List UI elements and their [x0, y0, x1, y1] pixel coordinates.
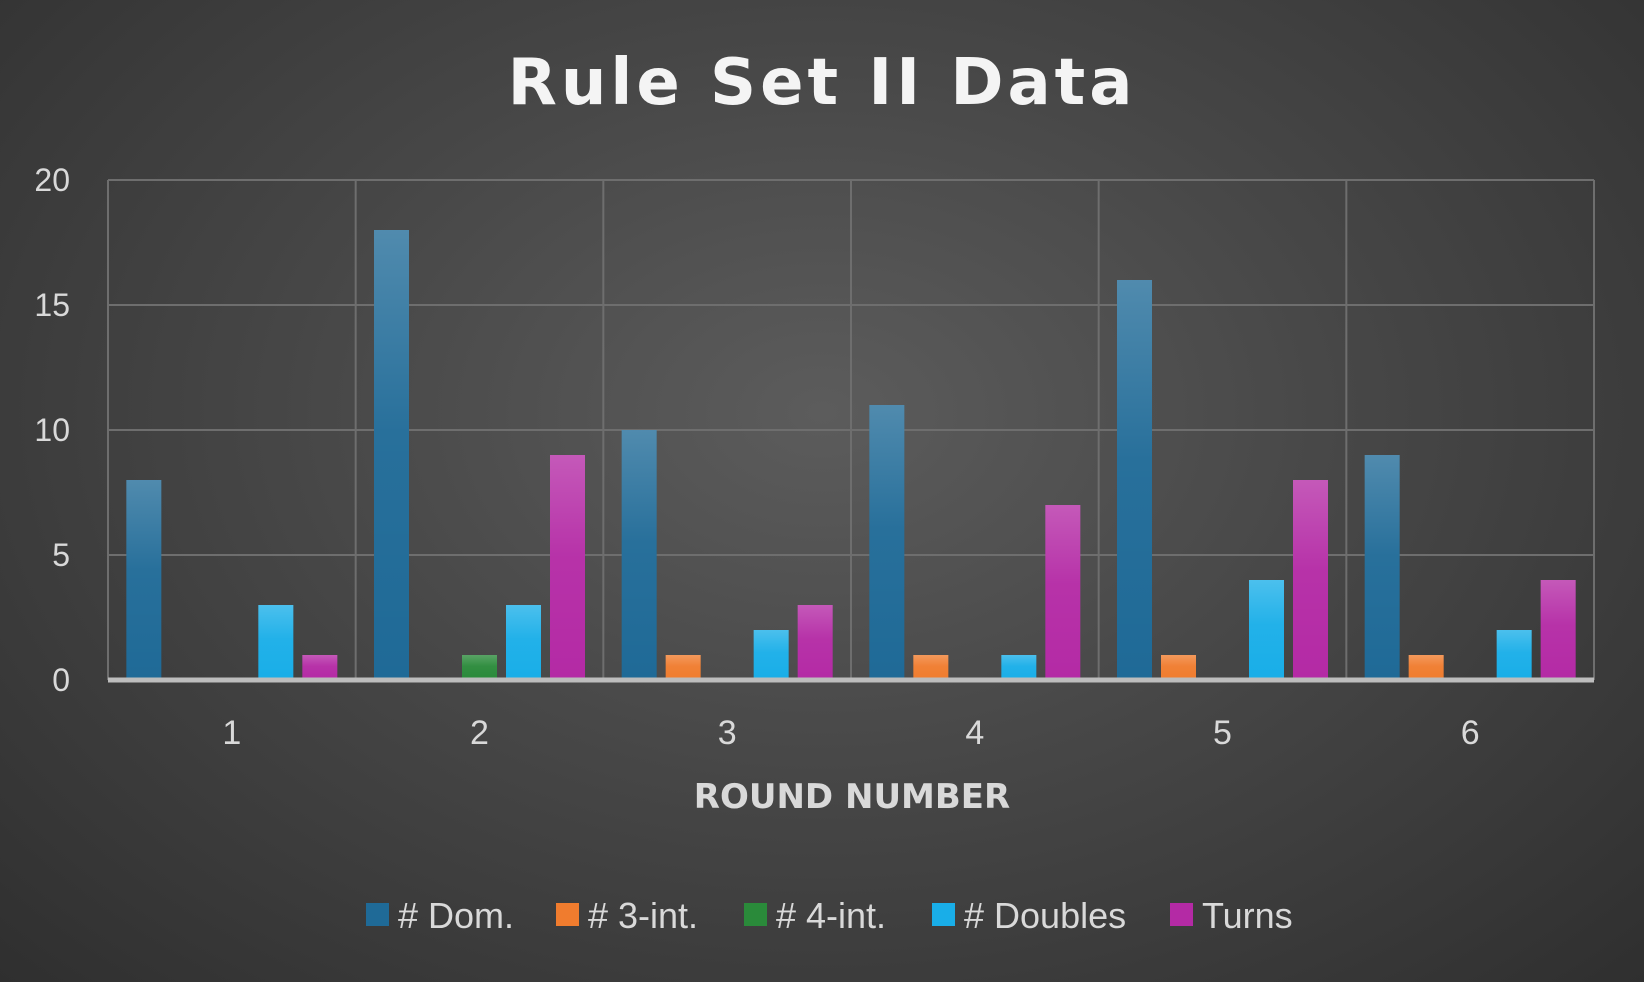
bar-turns-round-5	[1293, 480, 1328, 680]
bar-shine	[1001, 655, 1037, 680]
gridlines	[107, 179, 1595, 680]
legend-item-doubles: # Doubles	[932, 895, 1126, 936]
y-tick-label: 20	[34, 162, 70, 198]
bar-doubles-round-6	[1496, 630, 1532, 680]
bar-shine	[506, 605, 541, 680]
bar-shine	[1408, 655, 1444, 680]
bar-dom-round-2	[374, 230, 409, 680]
legend-item-dom: # Dom.	[366, 895, 514, 936]
bar-3-int-round-4	[913, 655, 949, 680]
y-tick-label: 0	[52, 662, 70, 698]
bar-shine	[1161, 655, 1196, 680]
legend-label: # 3-int.	[588, 895, 698, 936]
y-tick-label: 15	[34, 287, 70, 323]
bar-shine	[1117, 280, 1152, 680]
bar-doubles-round-1	[258, 605, 294, 680]
bar-dom-round-3	[621, 430, 657, 680]
bar-shine	[302, 655, 338, 680]
legend-label: # Doubles	[964, 895, 1126, 936]
bar-doubles-round-5	[1249, 580, 1284, 680]
x-tick-label: 2	[470, 714, 489, 752]
bar-3-int-round-5	[1161, 655, 1196, 680]
bar-shine	[1293, 480, 1328, 680]
legend-swatch	[744, 903, 767, 926]
y-tick-label: 10	[34, 412, 70, 448]
y-tick-label: 5	[52, 537, 70, 573]
x-tick-label: 4	[965, 714, 984, 752]
bar-shine	[550, 455, 585, 680]
bar-shine	[621, 430, 657, 680]
chart-title: Rule Set II Data	[508, 46, 1137, 120]
bar-shine	[913, 655, 949, 680]
legend-item-turns: Turns	[1170, 895, 1293, 936]
legend-swatch	[1170, 903, 1193, 926]
bar-shine	[665, 655, 701, 680]
bars	[126, 230, 1576, 680]
bar-turns-round-2	[550, 455, 585, 680]
bar-shine	[462, 655, 497, 680]
legend-label: # 4-int.	[776, 895, 886, 936]
bar-shine	[753, 630, 789, 680]
bar-dom-round-5	[1117, 280, 1152, 680]
x-axis-label: ROUND NUMBER	[694, 777, 1010, 817]
bar-shine	[374, 230, 409, 680]
bar-dom-round-4	[869, 405, 905, 680]
bar-shine	[258, 605, 294, 680]
bar-dom-round-6	[1364, 455, 1400, 680]
legend-item-4-int: # 4-int.	[744, 895, 886, 936]
bar-shine	[1496, 630, 1532, 680]
bar-doubles-round-2	[506, 605, 541, 680]
legend-label: # Dom.	[398, 895, 514, 936]
x-tick-label: 1	[222, 714, 241, 752]
legend-item-3-int: # 3-int.	[556, 895, 698, 936]
bar-turns-round-4	[1045, 505, 1081, 680]
bar-doubles-round-3	[753, 630, 789, 680]
x-tick-label: 6	[1461, 714, 1480, 752]
legend-swatch	[556, 903, 579, 926]
bar-shine	[1540, 580, 1576, 680]
bar-shine	[797, 605, 833, 680]
bar-shine	[869, 405, 905, 680]
legend: # Dom. # 3-int. # 4-int. # Doubles Turns	[366, 895, 1293, 936]
bar-3-int-round-3	[665, 655, 701, 680]
bar-shine	[126, 480, 162, 680]
bar-doubles-round-4	[1001, 655, 1037, 680]
x-tick-label: 3	[718, 714, 737, 752]
bar-shine	[1249, 580, 1284, 680]
legend-label: Turns	[1202, 895, 1293, 936]
bar-turns-round-6	[1540, 580, 1576, 680]
bar-3-int-round-6	[1408, 655, 1444, 680]
bar-turns-round-3	[797, 605, 833, 680]
axes: 0 5 10 15 20 1 2 3 4 5 6	[34, 162, 1594, 752]
bar-shine	[1364, 455, 1400, 680]
x-tick-label: 5	[1213, 714, 1232, 752]
bar-turns-round-1	[302, 655, 338, 680]
legend-swatch	[932, 903, 955, 926]
legend-swatch	[366, 903, 389, 926]
bar-4-int-round-2	[462, 655, 497, 680]
bar-dom-round-1	[126, 480, 162, 680]
bar-shine	[1045, 505, 1081, 680]
